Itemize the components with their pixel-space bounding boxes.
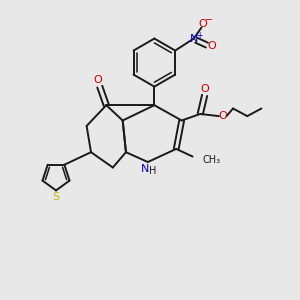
Text: O: O bbox=[93, 75, 102, 85]
Text: −: − bbox=[205, 15, 213, 26]
Text: O: O bbox=[207, 41, 216, 51]
Text: CH₃: CH₃ bbox=[202, 155, 220, 165]
Text: S: S bbox=[52, 192, 60, 202]
Text: O: O bbox=[200, 84, 209, 94]
Text: O: O bbox=[218, 111, 227, 121]
Text: O: O bbox=[198, 19, 207, 29]
Text: N: N bbox=[190, 34, 198, 44]
Text: +: + bbox=[197, 32, 203, 40]
Text: N: N bbox=[141, 164, 149, 174]
Text: H: H bbox=[149, 166, 156, 176]
